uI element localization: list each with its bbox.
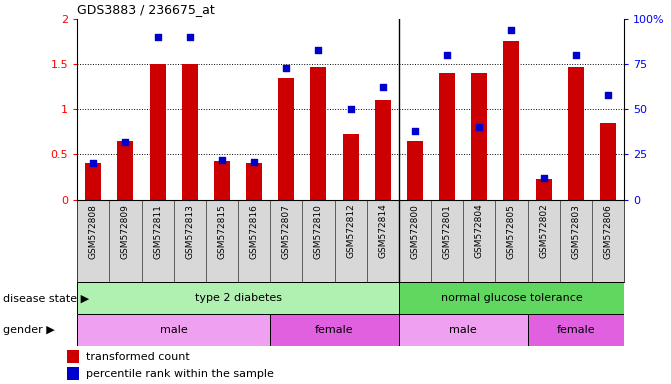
Point bbox=[120, 139, 131, 145]
Text: male: male bbox=[160, 325, 188, 335]
Text: GSM572805: GSM572805 bbox=[507, 204, 516, 258]
Text: disease state ▶: disease state ▶ bbox=[3, 293, 89, 303]
Point bbox=[185, 34, 195, 40]
Bar bbox=[270, 314, 399, 346]
Text: GSM572801: GSM572801 bbox=[443, 204, 452, 258]
Text: GSM572811: GSM572811 bbox=[153, 204, 162, 258]
Bar bbox=[600, 123, 616, 200]
Bar bbox=[77, 314, 270, 346]
Text: GSM572803: GSM572803 bbox=[571, 204, 580, 258]
Point bbox=[217, 157, 227, 163]
Text: percentile rank within the sample: percentile rank within the sample bbox=[86, 369, 274, 379]
Bar bbox=[150, 64, 166, 200]
Text: transformed count: transformed count bbox=[86, 352, 190, 362]
Point bbox=[442, 52, 452, 58]
Bar bbox=[67, 367, 79, 380]
Text: male: male bbox=[450, 325, 477, 335]
Text: GSM572813: GSM572813 bbox=[185, 204, 195, 258]
Bar bbox=[117, 141, 134, 200]
Text: GDS3883 / 236675_at: GDS3883 / 236675_at bbox=[77, 3, 215, 16]
Point bbox=[474, 124, 484, 130]
Bar bbox=[214, 161, 230, 200]
Bar bbox=[343, 134, 358, 200]
Text: GSM572814: GSM572814 bbox=[378, 204, 387, 258]
Text: GSM572802: GSM572802 bbox=[539, 204, 548, 258]
Point bbox=[570, 52, 581, 58]
Point bbox=[346, 106, 356, 112]
Point bbox=[152, 34, 163, 40]
Point bbox=[281, 65, 292, 71]
Bar bbox=[399, 282, 624, 314]
Bar bbox=[77, 282, 399, 314]
Point bbox=[313, 46, 324, 53]
Bar bbox=[535, 179, 552, 200]
Text: female: female bbox=[556, 325, 595, 335]
Bar bbox=[503, 40, 519, 200]
Text: GSM572806: GSM572806 bbox=[603, 204, 613, 258]
Text: gender ▶: gender ▶ bbox=[3, 325, 55, 335]
Point bbox=[603, 92, 613, 98]
Bar bbox=[182, 64, 198, 200]
Bar bbox=[471, 73, 487, 200]
Point bbox=[377, 84, 388, 91]
Point bbox=[506, 26, 517, 33]
Text: GSM572807: GSM572807 bbox=[282, 204, 291, 258]
Text: GSM572812: GSM572812 bbox=[346, 204, 355, 258]
Point bbox=[249, 159, 260, 165]
Bar bbox=[399, 314, 527, 346]
Bar bbox=[311, 67, 327, 200]
Text: GSM572800: GSM572800 bbox=[411, 204, 419, 258]
Bar bbox=[407, 141, 423, 200]
Text: normal glucose tolerance: normal glucose tolerance bbox=[441, 293, 582, 303]
Text: type 2 diabetes: type 2 diabetes bbox=[195, 293, 282, 303]
Bar bbox=[374, 100, 391, 200]
Bar bbox=[246, 163, 262, 200]
Bar bbox=[439, 73, 455, 200]
Text: GSM572809: GSM572809 bbox=[121, 204, 130, 258]
Bar bbox=[278, 78, 295, 200]
Text: GSM572816: GSM572816 bbox=[250, 204, 258, 258]
Text: GSM572808: GSM572808 bbox=[89, 204, 98, 258]
Text: GSM572810: GSM572810 bbox=[314, 204, 323, 258]
Text: female: female bbox=[315, 325, 354, 335]
Text: GSM572804: GSM572804 bbox=[475, 204, 484, 258]
Text: GSM572815: GSM572815 bbox=[217, 204, 226, 258]
Bar bbox=[85, 163, 101, 200]
Bar bbox=[568, 67, 584, 200]
Point bbox=[88, 160, 99, 166]
Point bbox=[409, 128, 420, 134]
Bar bbox=[67, 350, 79, 363]
Bar bbox=[527, 314, 624, 346]
Point bbox=[538, 175, 549, 181]
